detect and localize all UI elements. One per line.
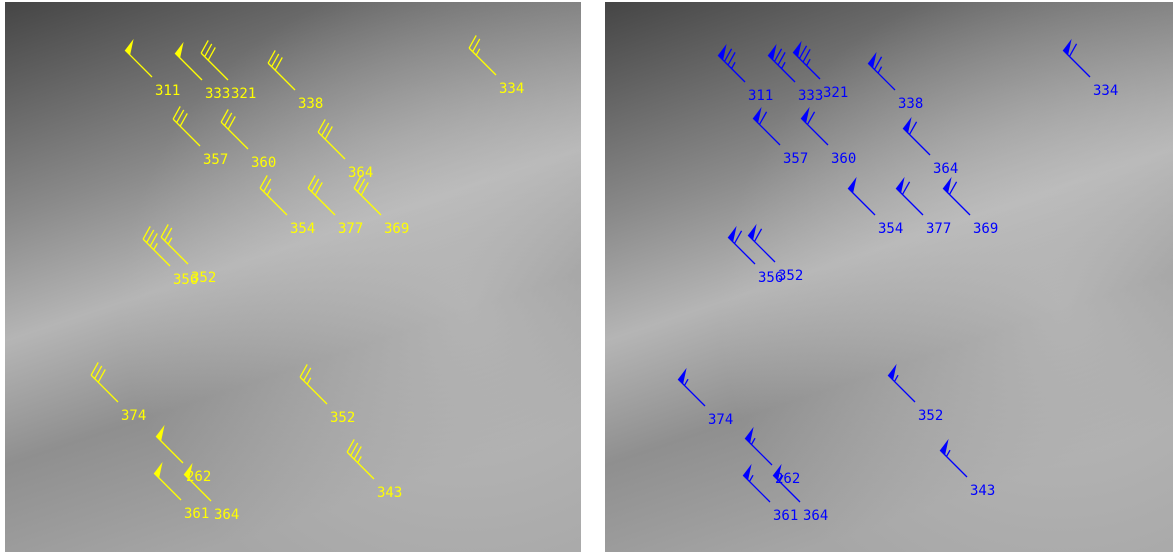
wind-barb: [90, 362, 119, 403]
pressure-label: 354: [878, 221, 903, 237]
wind-barb: [1062, 38, 1091, 78]
pressure-label: 352: [918, 408, 943, 424]
pressure-label: 374: [121, 408, 146, 424]
wind-barb: [800, 106, 829, 146]
wind-barb: [220, 109, 249, 150]
wind-barb: [317, 119, 346, 160]
wind-barb: [299, 364, 328, 405]
pressure-label: 311: [748, 88, 773, 104]
pressure-label: 364: [214, 507, 239, 523]
wind-barb: [767, 43, 796, 83]
wind-barb: [939, 438, 968, 478]
wind-barb: [792, 40, 821, 80]
pressure-label: 356: [173, 272, 198, 288]
pressure-label: 333: [205, 86, 230, 102]
pressure-label: 333: [798, 88, 823, 104]
wind-barb: [160, 224, 189, 265]
wind-barb: [772, 463, 801, 503]
wind-barb: [259, 175, 288, 216]
wind-barb: [267, 50, 296, 91]
wind-barb: [353, 175, 382, 216]
pressure-label: 321: [823, 85, 848, 101]
pressure-label: 352: [330, 410, 355, 426]
wind-barb: [742, 463, 771, 503]
wind-barb: [902, 116, 931, 156]
pressure-label: 357: [203, 152, 228, 168]
pressure-label: 377: [338, 221, 363, 237]
pressure-label: 361: [184, 506, 209, 522]
wind-barb: [867, 51, 896, 91]
pressure-label: 262: [186, 469, 211, 485]
pressure-label: 321: [231, 86, 256, 102]
wind-barb: [744, 426, 773, 466]
wind-barb: [183, 462, 212, 502]
pressure-label: 334: [1093, 83, 1118, 99]
satellite-image-left: 311 333 321 338 334 357 360 364 354 377 369 356 352 3…: [5, 2, 581, 552]
pressure-label: 360: [831, 151, 856, 167]
wind-barb: [717, 43, 746, 83]
wind-barb: [942, 176, 971, 216]
wind-barb: [847, 176, 876, 216]
pressure-label: 352: [191, 270, 216, 286]
wind-barb: [124, 38, 153, 78]
wind-barb: [727, 225, 756, 265]
wind-barb: [747, 223, 776, 263]
pressure-label: 369: [384, 221, 409, 237]
pressure-label: 364: [348, 165, 373, 181]
pressure-label: 343: [377, 485, 402, 501]
pressure-label: 357: [783, 151, 808, 167]
pressure-label: 343: [970, 483, 995, 499]
wind-barb: [677, 367, 706, 407]
pressure-label: 356: [758, 270, 783, 286]
pressure-label: 354: [290, 221, 315, 237]
pressure-label: 338: [298, 96, 323, 112]
wind-barb: [172, 106, 201, 147]
wind-barb: [142, 226, 171, 267]
wind-barb: [155, 424, 184, 464]
wind-barb: [752, 106, 781, 146]
pressure-label: 311: [155, 83, 180, 99]
wind-barb: [307, 175, 336, 216]
wind-barb: [895, 176, 924, 216]
pressure-label: 361: [773, 508, 798, 524]
wind-barb: [468, 35, 497, 76]
satellite-image-right: 311 333 321 338 334 357 360 364 354 377 369 356 352 3…: [605, 2, 1173, 552]
wind-barb: [887, 363, 916, 403]
pressure-label: 364: [933, 161, 958, 177]
wind-barb: [200, 40, 229, 81]
pressure-label: 364: [803, 508, 828, 524]
pressure-label: 360: [251, 155, 276, 171]
pressure-label: 377: [926, 221, 951, 237]
pressure-label: 369: [973, 221, 998, 237]
wind-barb: [153, 461, 182, 501]
pressure-label: 338: [898, 96, 923, 112]
wind-barb: [174, 41, 203, 81]
pressure-label: 352: [778, 268, 803, 284]
wind-barb: [346, 439, 375, 480]
pressure-label: 374: [708, 412, 733, 428]
pressure-label: 334: [499, 81, 524, 97]
